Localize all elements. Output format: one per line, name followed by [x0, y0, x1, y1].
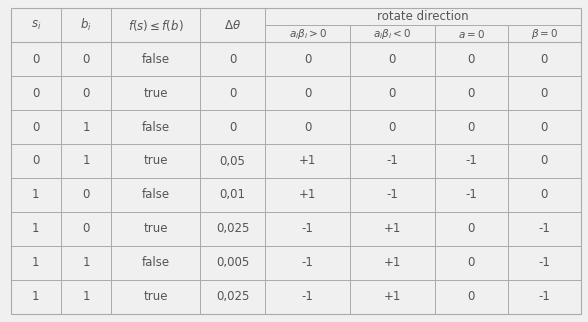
Text: -1: -1	[539, 290, 550, 303]
Text: 0: 0	[304, 120, 312, 134]
Text: 1: 1	[32, 256, 39, 270]
Text: 0,025: 0,025	[216, 223, 249, 235]
Text: +1: +1	[383, 290, 401, 303]
Text: 0: 0	[541, 155, 548, 167]
Text: 0: 0	[82, 87, 90, 99]
Text: -1: -1	[386, 188, 398, 202]
Text: 0: 0	[32, 155, 39, 167]
Text: 0: 0	[467, 290, 475, 303]
Text: 1: 1	[82, 155, 90, 167]
Text: $a_i\beta_i < 0$: $a_i\beta_i < 0$	[373, 26, 412, 41]
Text: 0: 0	[467, 87, 475, 99]
Text: -1: -1	[539, 223, 550, 235]
Text: $\beta = 0$: $\beta = 0$	[531, 26, 558, 41]
Text: 0,05: 0,05	[220, 155, 246, 167]
Text: 0: 0	[82, 188, 90, 202]
Text: 0: 0	[541, 52, 548, 66]
Text: +1: +1	[383, 256, 401, 270]
Text: 1: 1	[32, 188, 39, 202]
Text: +1: +1	[299, 188, 316, 202]
Text: 0: 0	[82, 52, 90, 66]
Text: 0: 0	[467, 223, 475, 235]
Text: $a = 0$: $a = 0$	[457, 28, 485, 40]
Text: true: true	[143, 87, 168, 99]
Text: 1: 1	[82, 290, 90, 303]
Text: false: false	[141, 120, 169, 134]
Text: 0: 0	[82, 223, 90, 235]
Text: -1: -1	[302, 256, 314, 270]
Text: 1: 1	[82, 256, 90, 270]
Text: -1: -1	[465, 155, 477, 167]
Text: $b_i$: $b_i$	[80, 17, 92, 33]
Text: -1: -1	[386, 155, 398, 167]
Text: 0: 0	[32, 120, 39, 134]
Text: $s_i$: $s_i$	[31, 18, 41, 32]
Text: +1: +1	[299, 155, 316, 167]
Text: 0: 0	[467, 256, 475, 270]
Text: false: false	[141, 256, 169, 270]
Text: $f(s)\leq f(b)$: $f(s)\leq f(b)$	[128, 17, 183, 33]
Text: -1: -1	[539, 256, 550, 270]
Text: 0: 0	[389, 52, 396, 66]
Text: 0: 0	[32, 87, 39, 99]
Text: 1: 1	[32, 290, 39, 303]
Text: true: true	[143, 223, 168, 235]
Text: 0: 0	[541, 120, 548, 134]
Text: 0: 0	[389, 87, 396, 99]
Text: 0: 0	[541, 188, 548, 202]
Text: 1: 1	[82, 120, 90, 134]
Text: 0: 0	[229, 52, 236, 66]
Text: 0: 0	[229, 120, 236, 134]
Text: 0: 0	[304, 87, 312, 99]
Text: 0: 0	[389, 120, 396, 134]
Text: 0: 0	[304, 52, 312, 66]
Text: 0: 0	[229, 87, 236, 99]
Text: false: false	[141, 52, 169, 66]
Text: rotate direction: rotate direction	[377, 10, 469, 23]
Text: -1: -1	[302, 290, 314, 303]
Text: 1: 1	[32, 223, 39, 235]
Text: $a_i\beta_i > 0$: $a_i\beta_i > 0$	[289, 26, 327, 41]
Text: true: true	[143, 290, 168, 303]
Text: 0,025: 0,025	[216, 290, 249, 303]
Text: -1: -1	[302, 223, 314, 235]
Text: $\Delta\theta$: $\Delta\theta$	[224, 19, 241, 32]
Text: 0,005: 0,005	[216, 256, 249, 270]
Text: 0,01: 0,01	[219, 188, 246, 202]
Text: 0: 0	[541, 87, 548, 99]
Text: true: true	[143, 155, 168, 167]
Text: false: false	[141, 188, 169, 202]
Text: 0: 0	[467, 52, 475, 66]
Text: +1: +1	[383, 223, 401, 235]
Text: 0: 0	[467, 120, 475, 134]
Text: 0: 0	[32, 52, 39, 66]
Text: -1: -1	[465, 188, 477, 202]
